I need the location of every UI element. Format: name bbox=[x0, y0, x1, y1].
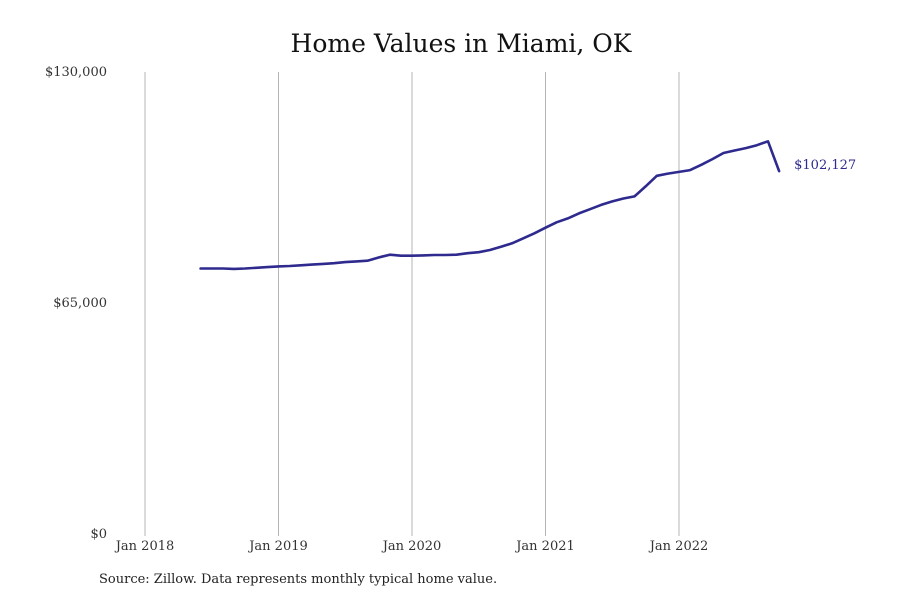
x-tick-label: Jan 2022 bbox=[648, 539, 709, 554]
series-layer: $102,127 bbox=[199, 140, 856, 271]
grid-lines bbox=[144, 72, 680, 536]
end-value-label: $102,127 bbox=[794, 158, 856, 173]
source-note: Source: Zillow. Data represents monthly … bbox=[99, 572, 498, 587]
y-tick-label: $0 bbox=[90, 527, 107, 542]
y-tick-label: $130,000 bbox=[45, 65, 107, 80]
chart-title: Home Values in Miami, OK bbox=[291, 29, 633, 58]
x-tick-label: Jan 2020 bbox=[381, 539, 442, 554]
x-tick-label: Jan 2021 bbox=[514, 539, 575, 554]
axis-ticks: Jan 2018 Jan 2019 Jan 2020 Jan 2021 Jan 2022… bbox=[45, 65, 708, 554]
y-tick-label: $65,000 bbox=[53, 296, 107, 311]
series-line bbox=[199, 140, 781, 271]
x-tick-label: Jan 2018 bbox=[114, 539, 175, 554]
x-tick-label: Jan 2019 bbox=[247, 539, 308, 554]
